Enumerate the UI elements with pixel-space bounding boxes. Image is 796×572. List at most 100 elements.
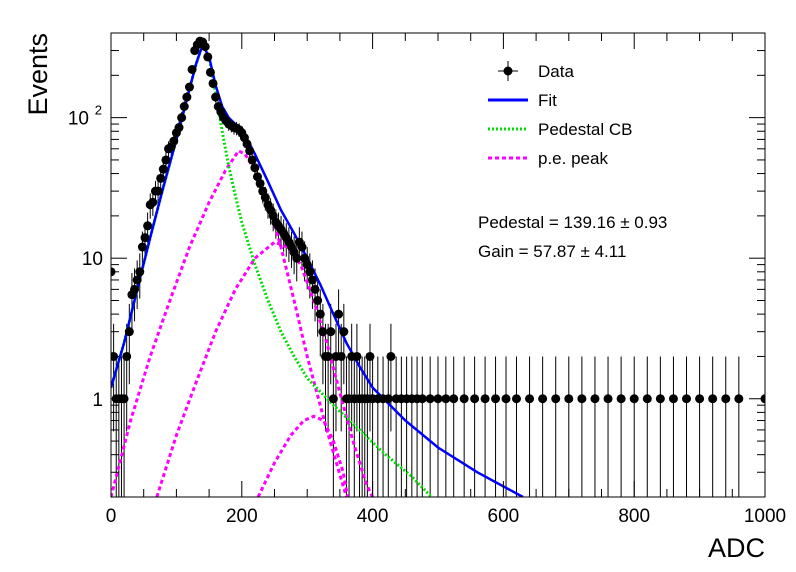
data-point	[629, 394, 639, 404]
data-point	[140, 233, 150, 243]
y-tick-label: 10	[82, 249, 103, 270]
data-point	[315, 309, 325, 319]
data-point	[169, 136, 179, 146]
data-point	[616, 394, 626, 404]
data-point	[161, 155, 171, 165]
data-point	[211, 92, 221, 102]
data-point	[734, 394, 744, 404]
data-point	[501, 394, 511, 404]
y-axis-title: Events	[23, 33, 53, 116]
data-point	[655, 394, 665, 404]
data-point	[247, 155, 257, 165]
y-tick-label: 10	[68, 109, 89, 130]
data-point	[326, 327, 336, 337]
data-point	[525, 394, 535, 404]
legend-ped-label: Pedestal CB	[538, 120, 633, 139]
x-tick-label: 0	[106, 506, 117, 527]
data-point	[260, 193, 270, 203]
data-point	[122, 351, 132, 361]
data-point	[352, 351, 362, 361]
data-point	[302, 260, 312, 270]
data-point	[252, 172, 262, 182]
y-tick-exponent: 2	[95, 103, 102, 118]
data-point	[137, 242, 147, 252]
x-axis-title: ADC	[708, 533, 765, 563]
x-tick-label: 400	[357, 506, 389, 527]
x-tick-label: 200	[226, 506, 258, 527]
data-point	[242, 139, 252, 149]
data-point	[297, 242, 307, 252]
data-point	[132, 275, 142, 285]
data-point	[124, 327, 134, 337]
annotations: Pedestal = 139.16 ± 0.93 Gain = 57.87 ± 4…	[478, 213, 667, 261]
data-point	[386, 351, 396, 361]
data-point	[208, 78, 218, 88]
x-tick-label: 600	[488, 506, 520, 527]
legend: Data Fit Pedestal CB p.e. peak	[488, 61, 633, 168]
legend-data-marker	[503, 66, 513, 76]
pe-peak-curve	[256, 414, 350, 497]
legend-data-label: Data	[538, 62, 574, 81]
data-point	[313, 296, 323, 306]
data-point	[310, 284, 320, 294]
data-point	[323, 351, 333, 361]
legend-fit-label: Fit	[538, 91, 557, 110]
data-point	[305, 267, 315, 277]
data-point	[255, 178, 265, 188]
data-point	[336, 351, 346, 361]
data-point	[179, 101, 189, 111]
fit-curve	[111, 41, 524, 497]
data-point	[538, 394, 548, 404]
data-point	[441, 394, 451, 404]
data-point	[383, 394, 393, 404]
data-point	[187, 64, 197, 74]
data-point	[491, 394, 501, 404]
data-point	[590, 394, 600, 404]
data-point	[292, 253, 302, 263]
data-point	[642, 394, 652, 404]
data-point	[184, 82, 194, 92]
data-point	[307, 275, 317, 285]
data-point	[334, 309, 344, 319]
data-point	[182, 92, 192, 102]
data-point	[695, 394, 705, 404]
pedestal-cb-curve	[111, 40, 433, 497]
data-point	[577, 394, 587, 404]
annotation-pedestal: Pedestal = 139.16 ± 0.93	[478, 213, 667, 232]
data-point	[417, 394, 427, 404]
plot-content	[111, 36, 765, 497]
data-point	[668, 394, 678, 404]
data-point	[433, 394, 443, 404]
x-tick-label: 1000	[744, 506, 786, 527]
data-point	[682, 394, 692, 404]
data-point	[177, 113, 187, 123]
data-point	[603, 394, 613, 404]
legend-pe-label: p.e. peak	[538, 149, 608, 168]
data-point	[551, 394, 561, 404]
data-point	[708, 394, 718, 404]
data-point	[339, 327, 349, 337]
data-point	[250, 163, 260, 173]
data-point	[480, 394, 490, 404]
data-point	[459, 394, 469, 404]
data-point	[318, 327, 328, 337]
plot-area	[111, 36, 765, 497]
data-point	[158, 164, 168, 174]
axes: 0 200 400 600 800 1000 1 10 10 2 ADC Events	[23, 32, 786, 563]
data-point	[200, 42, 210, 52]
data-point	[174, 123, 184, 133]
data-point	[153, 186, 163, 196]
data-point	[470, 394, 480, 404]
annotation-gain: Gain = 57.87 ± 4.11	[478, 242, 626, 261]
data-point	[205, 67, 215, 77]
data-point	[425, 394, 435, 404]
data-point	[449, 394, 459, 404]
data-point	[156, 173, 166, 183]
data-point	[721, 394, 731, 404]
data-point	[203, 52, 213, 62]
data-point	[564, 394, 574, 404]
pe-peak-curve	[111, 148, 348, 497]
data-point	[511, 394, 521, 404]
data-point	[130, 284, 140, 294]
